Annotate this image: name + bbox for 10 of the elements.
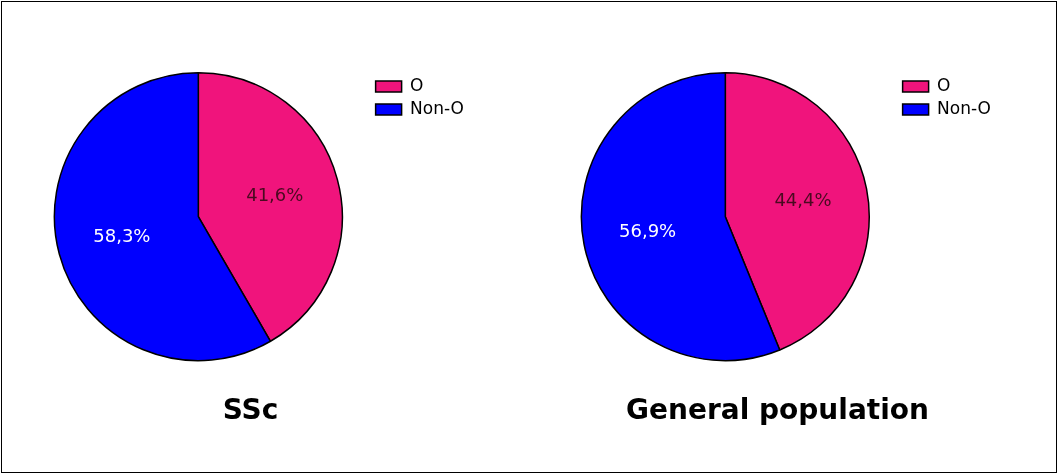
legend-label: Non-O bbox=[937, 97, 992, 118]
data-label: 58,3% bbox=[93, 224, 151, 246]
data-label: 41,6% bbox=[246, 183, 304, 205]
legend-label: O bbox=[937, 74, 951, 95]
legend-label: Non-O bbox=[410, 97, 465, 118]
data-label: 56,9% bbox=[619, 219, 677, 241]
text: SSc bbox=[222, 393, 279, 427]
data-label: 44,4% bbox=[774, 189, 832, 211]
legend-label: O bbox=[410, 74, 424, 95]
text: General population bbox=[626, 393, 929, 427]
